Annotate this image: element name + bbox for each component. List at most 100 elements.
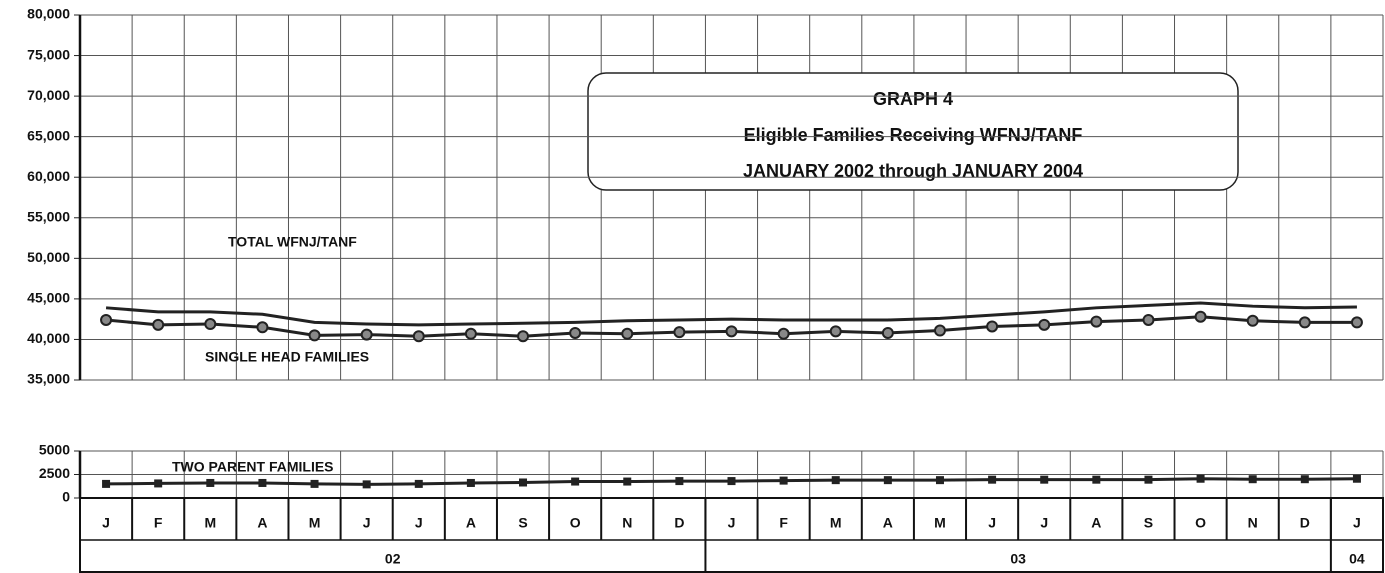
x-tick-label: J — [1040, 515, 1048, 531]
point — [881, 326, 894, 339]
point — [204, 318, 217, 331]
y-tick-label: 40,000 — [27, 330, 70, 346]
point — [829, 325, 842, 338]
point — [1040, 475, 1049, 484]
y-tick-label: 45,000 — [27, 290, 70, 306]
x-tick-label: S — [518, 515, 527, 531]
point — [1352, 474, 1361, 483]
point — [1194, 310, 1207, 323]
series-label: TWO PARENT FAMILIES — [172, 459, 334, 475]
y-tick-label: 80,000 — [27, 6, 70, 22]
point — [100, 313, 113, 326]
chart-title: GRAPH 4 — [873, 89, 953, 109]
point — [412, 330, 425, 343]
y-tick-label: 65,000 — [27, 127, 70, 143]
y-tick-label: 60,000 — [27, 168, 70, 184]
point — [725, 325, 738, 338]
point — [308, 329, 321, 342]
x-tick-label: N — [1248, 515, 1258, 531]
x-tick-label: O — [570, 515, 581, 531]
y-tick-label: 5000 — [39, 442, 70, 458]
x-tick-label: J — [988, 515, 996, 531]
x-tick-label: O — [1195, 515, 1206, 531]
point — [883, 476, 892, 485]
x-tick-label: A — [466, 515, 476, 531]
point — [571, 477, 580, 486]
chart-subtitle: Eligible Families Receiving WFNJ/TANF — [744, 125, 1083, 145]
x-tick-label: M — [934, 515, 946, 531]
point — [1092, 475, 1101, 484]
y-tick-label: 70,000 — [27, 87, 70, 103]
x-tick-label: J — [363, 515, 371, 531]
point — [310, 479, 319, 488]
point — [1090, 315, 1103, 328]
point — [1196, 474, 1205, 483]
axis-box — [79, 497, 1384, 573]
point — [779, 476, 788, 485]
x-tick-label: J — [728, 515, 736, 531]
year-label: 03 — [1010, 551, 1026, 567]
point — [933, 324, 946, 337]
point — [464, 327, 477, 340]
point — [623, 477, 632, 486]
x-tick-label: N — [622, 515, 632, 531]
x-tick-label: S — [1144, 515, 1153, 531]
x-tick-label: J — [415, 515, 423, 531]
point — [362, 480, 371, 489]
point — [1144, 475, 1153, 484]
x-tick-label: A — [1091, 515, 1101, 531]
y-tick-label: 50,000 — [27, 249, 70, 265]
y-tick-label: 75,000 — [27, 46, 70, 62]
y-tick-label: 55,000 — [27, 208, 70, 224]
point — [360, 328, 373, 341]
point — [1038, 318, 1051, 331]
point — [777, 327, 790, 340]
point — [152, 318, 165, 331]
point — [517, 330, 530, 343]
year-label: 04 — [1349, 551, 1365, 567]
point — [256, 321, 269, 334]
x-tick-label: J — [102, 515, 110, 531]
point — [986, 320, 999, 333]
series-line — [105, 301, 1357, 327]
y-tick-label: 2500 — [39, 465, 70, 481]
point — [1246, 314, 1259, 327]
year-label: 02 — [385, 551, 401, 567]
point — [1142, 313, 1155, 326]
point — [569, 326, 582, 339]
x-tick-label: D — [674, 515, 684, 531]
x-tick-label: M — [830, 515, 842, 531]
series-label: SINGLE HEAD FAMILIES — [205, 349, 369, 365]
x-tick-label: F — [779, 515, 788, 531]
x-tick-label: M — [309, 515, 321, 531]
point — [519, 478, 528, 487]
point — [414, 479, 423, 488]
point — [466, 478, 475, 487]
point — [988, 475, 997, 484]
point — [1248, 475, 1257, 484]
point — [621, 327, 634, 340]
point — [1350, 316, 1363, 329]
x-tick-label: A — [883, 515, 893, 531]
series-label: TOTAL WFNJ/TANF — [228, 234, 357, 250]
y-tick-label: 0 — [62, 489, 70, 505]
x-tick-label: A — [257, 515, 267, 531]
x-tick-label: F — [154, 515, 163, 531]
point — [258, 478, 267, 487]
point — [935, 476, 944, 485]
y-tick-label: 35,000 — [27, 371, 70, 387]
point — [1300, 475, 1309, 484]
x-tick-label: J — [1353, 515, 1361, 531]
x-tick-label: D — [1300, 515, 1310, 531]
point — [206, 478, 215, 487]
title-box — [587, 72, 1239, 191]
point — [1298, 316, 1311, 329]
point — [154, 479, 163, 488]
point — [831, 476, 840, 485]
point — [102, 479, 111, 488]
point — [727, 477, 736, 486]
chart-subtitle: JANUARY 2002 through JANUARY 2004 — [743, 161, 1083, 181]
point — [675, 477, 684, 486]
point — [673, 326, 686, 339]
